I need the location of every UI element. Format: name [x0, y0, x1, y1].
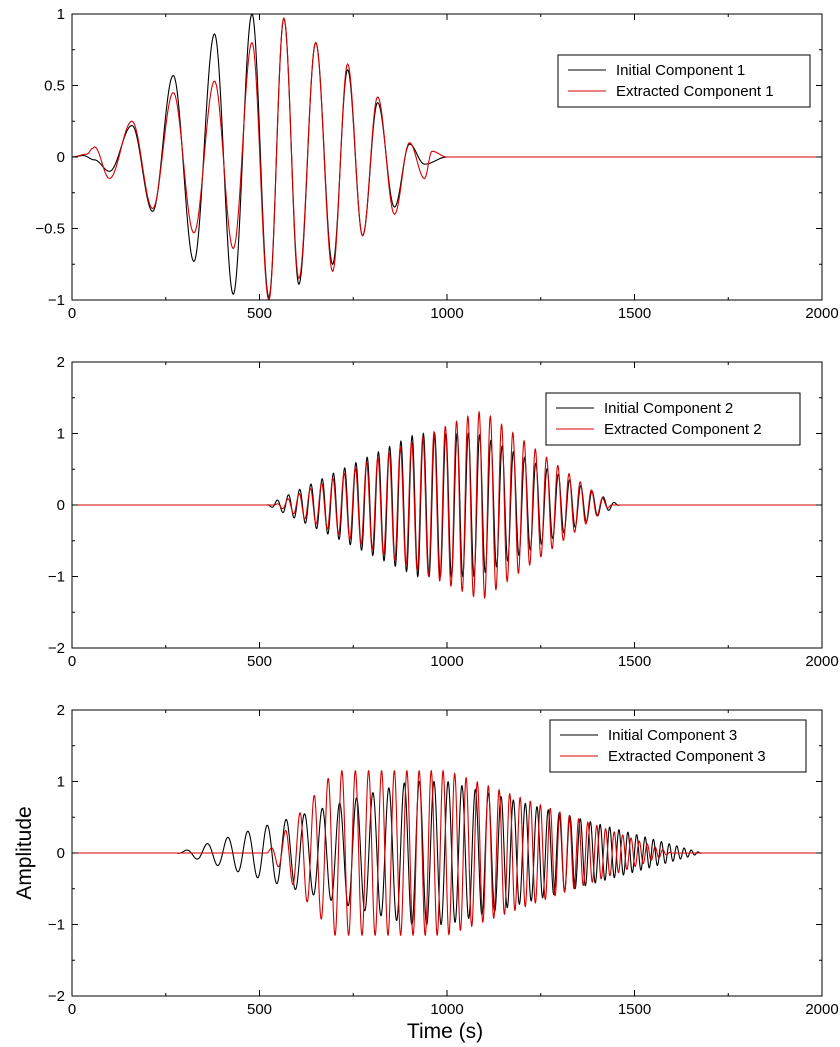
series-line-2-2 [72, 410, 822, 600]
y-tick-label: 1 [57, 774, 65, 791]
series-line-3-1 [72, 780, 822, 926]
x-tick-label: 2000 [805, 1001, 838, 1018]
legend-entry-label: Initial Component 2 [604, 400, 733, 417]
y-tick-label: −2 [48, 640, 65, 657]
y-tick-label: −2 [48, 988, 65, 1005]
series-line-3-2 [72, 769, 822, 937]
legend-box [545, 392, 801, 446]
legend-entry-label: Initial Component 1 [616, 62, 745, 79]
y-tick-label: 0 [57, 845, 65, 862]
x-tick-label: 500 [247, 1001, 272, 1018]
x-tick-label: 1000 [430, 653, 463, 670]
legend-box [549, 719, 807, 773]
x-tick-label: 1500 [618, 305, 651, 322]
y-axis-title: Amplitude [13, 806, 36, 899]
panel-component-2: 0 500 1000 1500 2000 −2 −1 0 1 2 Initial Component… [48, 354, 839, 670]
x-tick-label: 0 [68, 1001, 76, 1018]
x-tick-label: 500 [247, 653, 272, 670]
y-tick-label: 1 [57, 6, 65, 23]
legend-entry-label: Extracted Component 3 [608, 748, 766, 765]
x-tick-label: 1500 [618, 653, 651, 670]
x-tick-label: 1000 [430, 305, 463, 322]
legend: Initial Component 1 Extracted Component 1 [557, 54, 811, 108]
y-tick-label: 2 [57, 354, 65, 371]
x-tick-label: 1000 [430, 1001, 463, 1018]
y-tick-label: −1 [48, 917, 65, 934]
y-tick-label: −1 [48, 292, 65, 309]
legend-entry-label: Initial Component 3 [608, 727, 737, 744]
legend-box [557, 54, 811, 108]
x-tick-label: 0 [68, 305, 76, 322]
y-tick-label: 0 [57, 497, 65, 514]
y-tick-label: −0.5 [35, 221, 65, 238]
legend: Initial Component 3 Extracted Component 3 [549, 719, 807, 773]
legend: Initial Component 2 Extracted Component 2 [545, 392, 801, 446]
legend-entry-label: Extracted Component 1 [616, 83, 774, 100]
y-tick-label: 0 [57, 149, 65, 166]
x-axis-title: Time (s) [407, 1020, 483, 1043]
legend-entry-label: Extracted Component 2 [604, 421, 762, 438]
series-line-1-2 [72, 16, 822, 300]
x-tick-label: 0 [68, 653, 76, 670]
x-tick-label: 2000 [805, 653, 838, 670]
y-tick-label: −1 [48, 569, 65, 586]
x-tick-label: 1500 [618, 1001, 651, 1018]
y-tick-label: 0.5 [44, 78, 65, 95]
y-tick-label: 1 [57, 426, 65, 443]
y-tick-label: 2 [57, 702, 65, 719]
panel-component-1: 0 500 1000 1500 2000 −1 −0.5 0 0.5 1 Initial Compo… [35, 6, 838, 322]
x-tick-label: 2000 [805, 305, 838, 322]
panel-component-3: 0 500 1000 1500 2000 −2 −1 0 1 2 Initial Component… [48, 702, 839, 1018]
x-tick-label: 500 [247, 305, 272, 322]
